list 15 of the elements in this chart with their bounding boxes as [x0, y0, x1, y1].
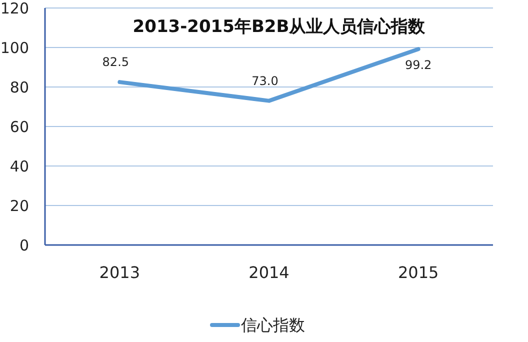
y-tick-label: 20 [10, 196, 29, 215]
text: 73.0 [252, 74, 278, 88]
y-tick-label: 100 [0, 38, 29, 57]
x-tick-label: 2014 [248, 263, 290, 282]
y-tick-label: 120 [0, 0, 29, 18]
y-tick-label: 80 [10, 78, 29, 96]
y-tick-label: 40 [10, 157, 29, 176]
legend-label: 信心指数 [241, 316, 305, 335]
text: 2013-2015年B2B从业人员信心指数 [132, 17, 426, 37]
y-tick-label: 60 [10, 118, 29, 136]
y-tick-label: 0 [19, 236, 29, 254]
x-tick-label: 2015 [398, 263, 439, 282]
x-tick-label: 2013 [99, 263, 140, 282]
text: 82.5 [102, 55, 130, 70]
text: 99.2 [404, 58, 432, 72]
